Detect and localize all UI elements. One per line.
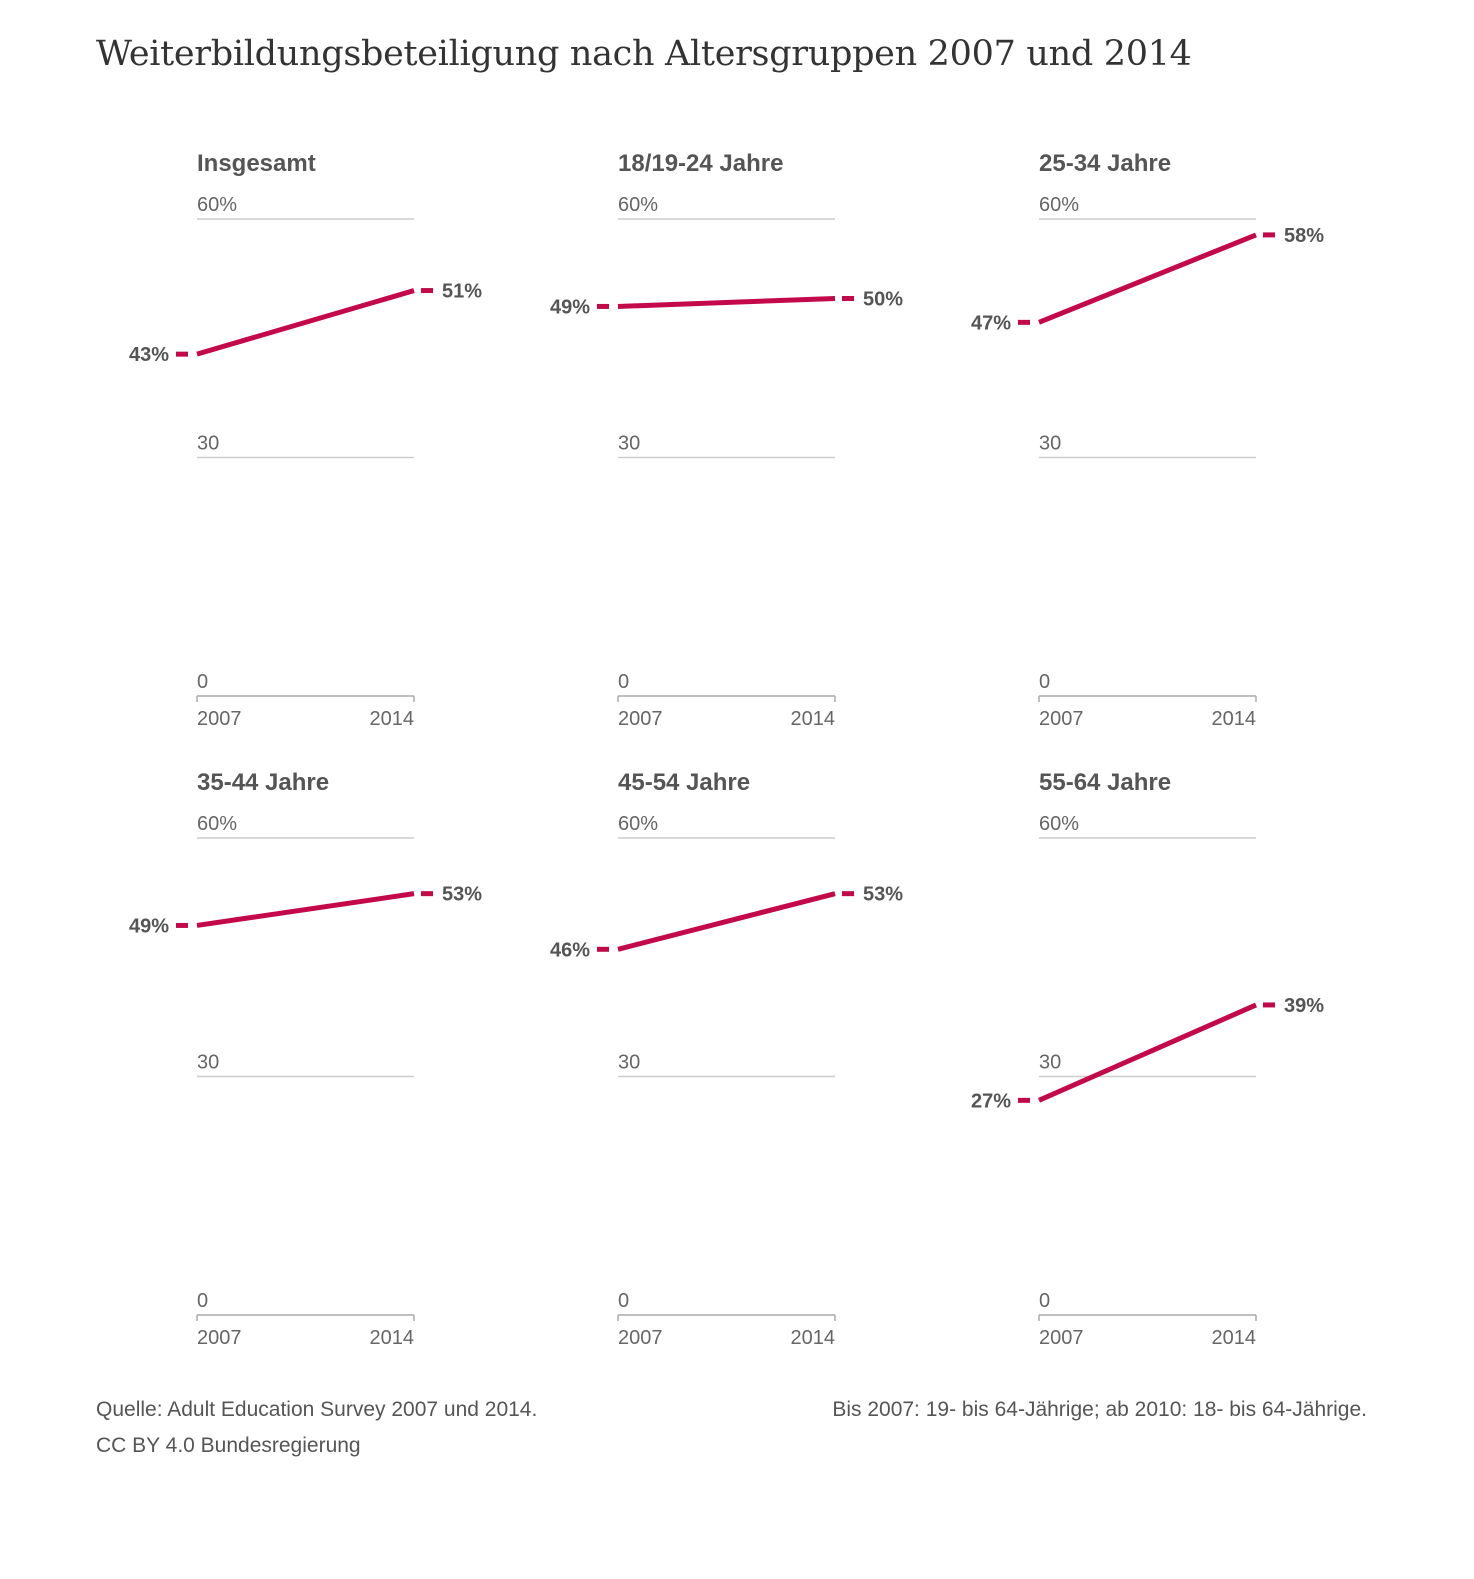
x-tick-label: 2007 (1039, 708, 1084, 730)
y-tick-label: 0 (197, 1290, 208, 1312)
chart-title: Weiterbildungsbeteiligung nach Altersgru… (96, 34, 1192, 74)
panel-title: 35-44 Jahre (197, 769, 329, 796)
license-note: CC BY 4.0 Bundesregierung (96, 1434, 361, 1457)
y-tick-label: 60% (197, 194, 237, 216)
y-tick-label: 0 (197, 671, 208, 693)
panel-title: 45-54 Jahre (618, 769, 750, 796)
y-tick-label: 60% (1039, 194, 1079, 216)
y-tick-label: 30 (1039, 1052, 1061, 1074)
x-tick-label: 2014 (791, 708, 836, 730)
age-definition-note: Bis 2007: 19- bis 64-Jährige; ab 2010: 1… (832, 1398, 1367, 1421)
x-tick-label: 2007 (197, 1327, 242, 1349)
y-tick-label: 60% (197, 813, 237, 835)
panel-title: 18/19-24 Jahre (618, 150, 783, 177)
y-tick-label: 30 (618, 1052, 640, 1074)
x-tick-label: 2014 (1212, 708, 1257, 730)
panel-title: 55-64 Jahre (1039, 769, 1171, 796)
x-tick-label: 2007 (1039, 1327, 1084, 1349)
y-tick-label: 0 (1039, 1290, 1050, 1312)
chart-panel: 55-64 Jahre 0 30 60% 2007 2014 27% 39% (971, 769, 1324, 1349)
series-line (196, 288, 415, 357)
y-tick-label: 0 (618, 671, 629, 693)
y-tick-label: 30 (197, 433, 219, 455)
source-note: Quelle: Adult Education Survey 2007 und … (96, 1398, 538, 1421)
x-tick-label: 2014 (1212, 1327, 1257, 1349)
value-label-2007: 27% (971, 1090, 1011, 1112)
x-tick-label: 2014 (791, 1327, 836, 1349)
y-tick-label: 60% (618, 194, 658, 216)
value-label-2014: 51% (442, 281, 482, 303)
value-label-2014: 58% (1284, 225, 1324, 247)
chart-panel: Insgesamt 0 30 60% 2007 2014 43% 51% (129, 150, 482, 730)
chart-panel: 18/19-24 Jahre 0 30 60% 2007 2014 49% 50% (550, 150, 903, 730)
value-label-2007: 47% (971, 312, 1011, 334)
value-label-2007: 43% (129, 344, 169, 366)
y-tick-label: 60% (1039, 813, 1079, 835)
y-tick-label: 30 (1039, 433, 1061, 455)
value-label-2014: 53% (442, 884, 482, 906)
y-tick-label: 30 (618, 433, 640, 455)
series-line (1038, 232, 1257, 325)
x-tick-label: 2014 (370, 1327, 415, 1349)
x-tick-label: 2014 (370, 708, 415, 730)
value-label-2007: 49% (129, 915, 169, 937)
panel-title: Insgesamt (197, 150, 316, 177)
value-label-2007: 46% (550, 939, 590, 961)
value-label-2014: 53% (863, 884, 903, 906)
chart-panel: 35-44 Jahre 0 30 60% 2007 2014 49% 53% (129, 769, 482, 1349)
y-tick-label: 60% (618, 813, 658, 835)
value-label-2014: 50% (863, 289, 903, 311)
y-tick-label: 0 (1039, 671, 1050, 693)
x-tick-label: 2007 (618, 708, 663, 730)
panel-title: 25-34 Jahre (1039, 150, 1171, 177)
x-tick-label: 2007 (197, 708, 242, 730)
value-label-2007: 49% (550, 296, 590, 318)
y-tick-label: 30 (197, 1052, 219, 1074)
value-label-2014: 39% (1284, 995, 1324, 1017)
series-line (196, 891, 415, 928)
chart-panel: 25-34 Jahre 0 30 60% 2007 2014 47% 58% (971, 150, 1324, 730)
series-line (1037, 1002, 1258, 1103)
y-tick-label: 0 (618, 1290, 629, 1312)
chart-panel: 45-54 Jahre 0 30 60% 2007 2014 46% 53% (550, 769, 903, 1349)
x-tick-label: 2007 (618, 1327, 663, 1349)
series-line (617, 296, 836, 309)
series-line (617, 891, 836, 952)
